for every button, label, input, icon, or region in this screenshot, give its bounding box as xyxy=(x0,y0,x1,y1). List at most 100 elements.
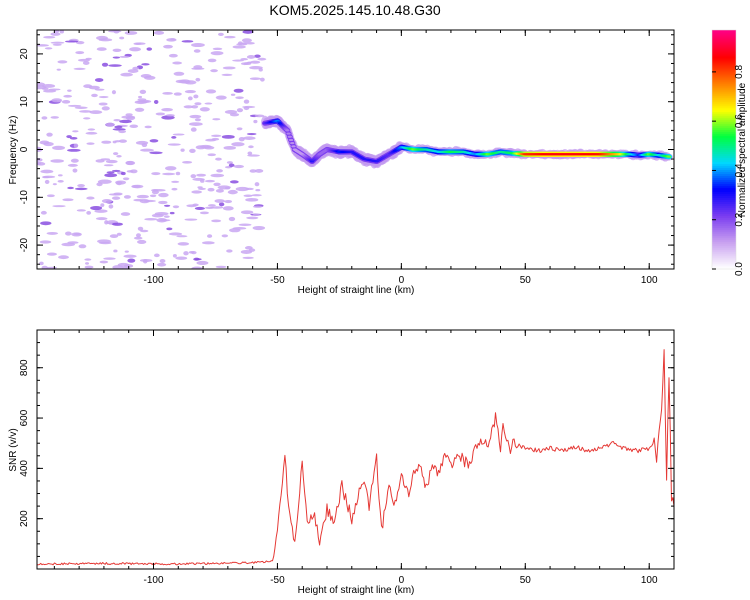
noise-speckle xyxy=(173,71,185,76)
noise-speckle xyxy=(57,60,68,64)
colorbar-cell xyxy=(712,115,736,119)
snr-x-tick-label: -100 xyxy=(143,575,163,586)
snr-x-tick-label: 50 xyxy=(520,575,532,586)
noise-speckle xyxy=(199,211,209,215)
colorbar-cell xyxy=(712,123,736,127)
noise-speckle xyxy=(94,209,108,213)
noise-speckle xyxy=(122,266,130,269)
noise-speckle xyxy=(140,99,152,104)
noise-speckle xyxy=(231,142,245,147)
ridge-core xyxy=(287,135,293,138)
colorbar-cell xyxy=(712,133,736,137)
noise-speckle xyxy=(58,255,69,260)
noise-speckle xyxy=(183,105,194,109)
noise-speckle xyxy=(246,55,256,59)
noise-speckle xyxy=(242,136,256,140)
noise-speckle xyxy=(99,241,112,245)
noise-speckle xyxy=(157,262,167,267)
noise-speckle xyxy=(172,205,180,209)
noise-speckle xyxy=(218,202,225,207)
noise-speckle xyxy=(96,182,103,187)
noise-speckle xyxy=(114,140,121,143)
noise-speckle xyxy=(195,145,207,150)
colorbar-cell xyxy=(712,183,736,186)
colorbar: 0.0 0.2 0.4 0.6 0.8 Normalized spectral ampl… xyxy=(711,29,748,276)
noise-speckle xyxy=(184,80,197,85)
noise-speckle xyxy=(105,122,115,127)
noise-speckle xyxy=(101,62,109,67)
colorbar-cell xyxy=(712,239,736,242)
colorbar-cell xyxy=(712,179,736,182)
colorbar-cell xyxy=(712,173,736,176)
snr-frame xyxy=(36,329,675,570)
colorbar-frame xyxy=(711,29,737,270)
colorbar-cell xyxy=(712,165,736,169)
noise-speckle xyxy=(161,108,173,112)
noise-speckle xyxy=(221,234,229,238)
noise-speckle xyxy=(46,252,57,256)
colorbar-cell xyxy=(712,221,736,224)
noise-speckle xyxy=(67,89,72,92)
noise-speckle xyxy=(223,145,236,150)
noise-speckle xyxy=(114,125,123,129)
colorbar-cell xyxy=(712,171,736,174)
noise-speckle xyxy=(137,239,147,244)
noise-speckle xyxy=(166,227,173,231)
noise-speckle xyxy=(131,184,141,188)
spectrogram-x-ticks: -100 -50 0 50 100 xyxy=(53,30,675,286)
spectrogram-x-tick-label: 0 xyxy=(399,275,405,286)
noise-speckle xyxy=(74,187,88,191)
colorbar-cell xyxy=(712,81,736,85)
noise-speckle xyxy=(51,98,63,103)
colorbar-cell xyxy=(712,79,736,83)
noise-speckle xyxy=(211,219,222,223)
spectrogram-x-tick-label: 50 xyxy=(520,275,532,286)
noise-speckle xyxy=(247,151,253,156)
noise-speckle xyxy=(159,259,166,264)
noise-speckle xyxy=(50,41,65,44)
noise-speckle xyxy=(260,77,265,82)
noise-speckle xyxy=(197,187,206,190)
noise-speckle xyxy=(232,226,247,230)
colorbar-cell xyxy=(712,63,736,67)
noise-speckle xyxy=(123,254,137,258)
colorbar-cell xyxy=(712,105,736,109)
colorbar-cell xyxy=(712,129,736,133)
noise-speckle xyxy=(189,148,196,153)
colorbar-cell xyxy=(712,139,736,143)
noise-speckle xyxy=(59,30,65,34)
noise-speckle xyxy=(254,114,265,118)
noise-speckle xyxy=(167,143,181,146)
noise-speckle xyxy=(224,199,233,204)
noise-speckle xyxy=(214,199,225,203)
spectrogram-y-tick-label: 20 xyxy=(19,48,30,60)
colorbar-cell xyxy=(712,103,736,107)
noise-speckle xyxy=(228,163,235,167)
snr-y-tick-label: 600 xyxy=(19,409,30,426)
noise-speckle xyxy=(197,186,203,189)
noise-speckle xyxy=(101,140,112,144)
noise-speckle xyxy=(163,215,170,218)
colorbar-cell xyxy=(712,131,736,135)
noise-speckle xyxy=(67,148,81,152)
noise-speckle xyxy=(251,194,262,197)
noise-speckle xyxy=(44,179,50,184)
noise-speckle xyxy=(207,153,216,157)
colorbar-ticks: 0.0 0.2 0.4 0.6 0.8 xyxy=(712,64,745,276)
spectrogram-x-tick-label: 100 xyxy=(641,275,658,286)
noise-speckle xyxy=(191,266,203,269)
noise-speckle xyxy=(194,206,206,210)
noise-speckle xyxy=(46,194,55,198)
noise-speckle xyxy=(72,130,79,133)
noise-speckle xyxy=(117,262,130,268)
noise-speckle xyxy=(181,40,194,43)
noise-speckle xyxy=(122,177,130,181)
colorbar-cell xyxy=(712,57,736,61)
noise-speckle xyxy=(165,114,175,117)
noise-speckle xyxy=(139,148,154,152)
noise-speckle xyxy=(54,30,60,33)
noise-speckle xyxy=(210,206,224,209)
colorbar-cell xyxy=(712,121,736,125)
noise-speckle xyxy=(119,55,130,58)
noise-speckle xyxy=(189,114,202,119)
